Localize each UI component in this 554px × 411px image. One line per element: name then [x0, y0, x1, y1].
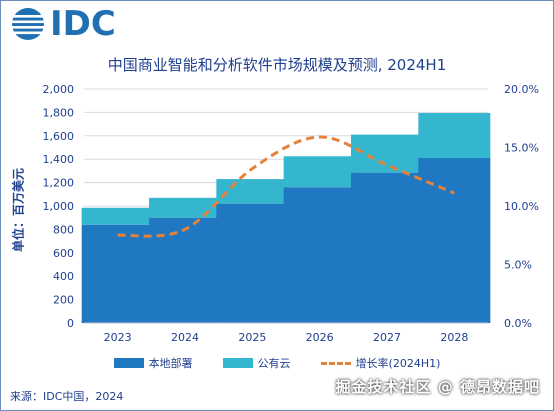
- y2-tick-label: 0.0%: [504, 317, 532, 330]
- watermark: 掘金技术社区 @ 德昂数据吧: [335, 378, 540, 396]
- y-tick-label: 0: [67, 317, 74, 330]
- y-tick-label: 200: [53, 294, 74, 307]
- y-tick-label: 1,200: [43, 177, 75, 190]
- y-tick-label: 1,000: [43, 200, 75, 213]
- bar-onprem: [149, 217, 221, 323]
- x-tick-label: 2028: [440, 331, 468, 344]
- x-tick-label: 2023: [104, 331, 132, 344]
- bar-cloud: [81, 207, 154, 225]
- y-tick-label: 400: [53, 270, 74, 283]
- bar-cloud: [283, 156, 356, 188]
- growth-rate-line: [117, 135, 455, 238]
- y-tick-label: 1,600: [43, 130, 75, 143]
- y-tick-label: 600: [53, 247, 74, 260]
- bar-cloud: [418, 112, 491, 159]
- y2-tick-label: 15.0%: [504, 142, 539, 155]
- y2-tick-label: 10.0%: [504, 200, 539, 213]
- source-note: 来源：IDC中国，2024: [10, 390, 124, 403]
- bar-cloud: [216, 179, 289, 204]
- logo-text: IDC: [50, 4, 116, 44]
- legend-swatch-growth: [320, 361, 351, 365]
- chart-legend: 本地部署 公有云 增长率(2024H1): [0, 355, 554, 371]
- y-tick-label: 1,400: [43, 153, 75, 166]
- legend-label-cloud: 公有云: [257, 357, 291, 370]
- y2-tick-label: 20.0%: [504, 83, 539, 96]
- x-tick-label: 2027: [373, 331, 401, 344]
- legend-swatch-onprem: [113, 358, 144, 368]
- idc-logo: IDC: [8, 4, 116, 44]
- legend-label-growth: 增长率(2024H1): [355, 357, 441, 370]
- y-tick-label: 2,000: [43, 83, 75, 96]
- y-tick-label: 1,800: [43, 106, 75, 119]
- bar-onprem: [216, 203, 289, 323]
- bar-onprem: [351, 172, 423, 323]
- y-tick-label: 800: [53, 223, 74, 236]
- legend-item-onprem: 本地部署: [113, 355, 193, 371]
- y2-tick-label: 5.0%: [504, 259, 532, 272]
- legend-item-growth: 增长率(2024H1): [320, 355, 441, 371]
- bar-cloud: [149, 197, 221, 218]
- bar-onprem: [418, 158, 491, 323]
- bar-onprem: [283, 187, 356, 323]
- legend-swatch-cloud: [222, 358, 253, 368]
- legend-label-onprem: 本地部署: [148, 357, 193, 370]
- chart-title: 中国商业智能和分析软件市场规模及预测, 2024H1: [107, 56, 447, 74]
- x-tick-label: 2024: [171, 331, 199, 344]
- idc-globe-icon: [12, 8, 44, 40]
- x-tick-label: 2026: [306, 331, 334, 344]
- legend-item-cloud: 公有云: [222, 355, 291, 371]
- bar-onprem: [81, 224, 154, 323]
- bar-cloud: [351, 134, 423, 173]
- x-tick-label: 2025: [238, 331, 266, 344]
